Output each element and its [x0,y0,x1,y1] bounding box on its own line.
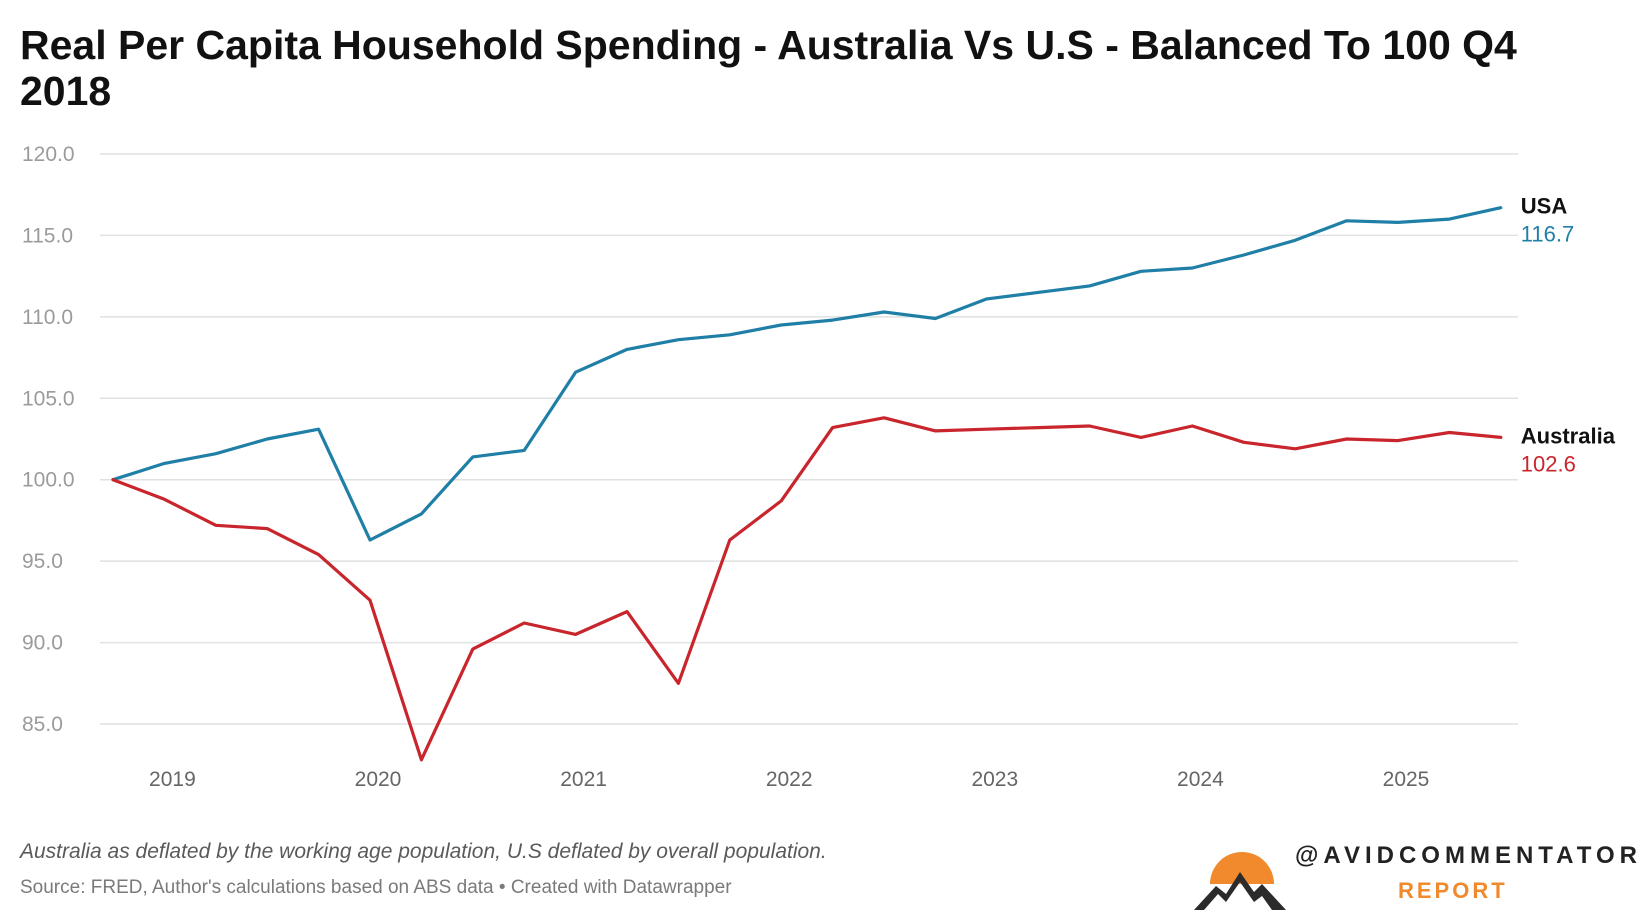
y-tick-label: 90.0 [22,632,63,655]
series-value-label: 116.7 [1521,222,1574,247]
y-axis-ticks: 85.0 90.0 95.0 100.0 105.0 110.0 115.0 120.0 [22,143,75,736]
y-tick-label: 85.0 [22,713,63,736]
y-tick-label: 120.0 [22,143,75,166]
mountain-sun-icon [1190,852,1290,912]
footnote: Australia as deflated by the working age… [20,840,827,863]
y-tick-label: 110.0 [22,306,73,329]
brand-logo: @AVIDCOMMENTATOR REPORT [1190,842,1637,912]
x-tick-label: 2021 [560,768,607,791]
brand-subtitle: REPORT [1398,878,1508,903]
y-tick-label: 115.0 [22,224,73,247]
x-tick-label: 2019 [149,768,196,791]
series-end-labels: USA 116.7 Australia 102.6 [1521,194,1616,477]
y-tick-label: 105.0 [22,387,75,410]
series-line-usa [111,206,1503,542]
line-chart: 85.0 90.0 95.0 100.0 105.0 110.0 115.0 120.0 20… [22,143,1616,791]
y-tick-label: 100.0 [22,469,75,492]
y-tick-label: 95.0 [22,550,63,573]
x-tick-label: 2022 [766,768,813,791]
series-name-label: USA [1521,194,1568,219]
series-value-label: 102.6 [1521,451,1576,476]
x-tick-label: 2023 [971,768,1018,791]
gridlines [100,153,1518,725]
source-note: Source: FRED, Author's calculations base… [20,877,732,898]
x-tick-label: 2025 [1383,768,1430,791]
series-line-australia [111,416,1503,762]
chart-title: Real Per Capita Household Spending - Aus… [20,22,1517,114]
series-lines [111,206,1503,762]
series-name-label: Australia [1521,423,1616,448]
x-axis-ticks: 2019 2020 2021 2022 2023 2024 2025 [149,768,1429,791]
x-tick-label: 2024 [1177,768,1224,791]
x-tick-label: 2020 [355,768,402,791]
brand-handle: @AVIDCOMMENTATOR [1295,842,1640,869]
